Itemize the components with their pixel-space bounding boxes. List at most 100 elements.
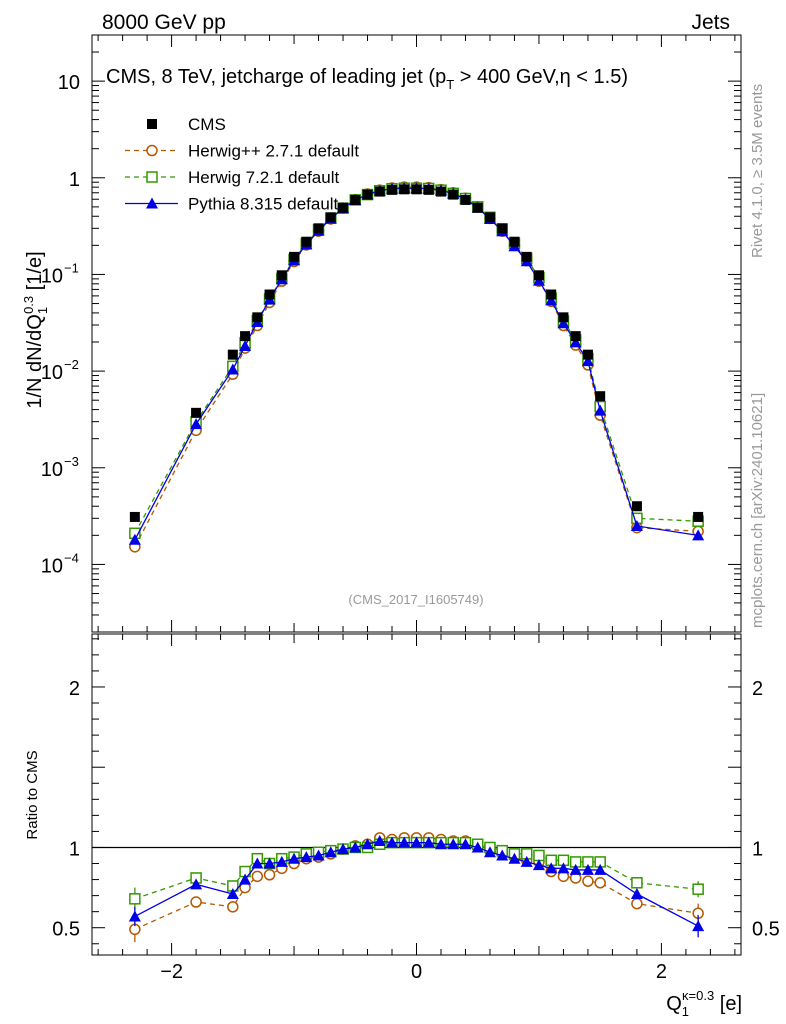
data-point (399, 184, 410, 195)
ratio-point (312, 849, 325, 861)
ratio-point (447, 838, 460, 850)
legend-label: CMS (188, 115, 226, 134)
data-point (129, 511, 140, 522)
main-y-axis-label: 1/N dN/dQ10.3 [1/e] (21, 251, 50, 408)
data-point (692, 529, 705, 541)
ratio-point (594, 863, 607, 875)
ratio-point (630, 888, 643, 900)
legend-label: Pythia 8.315 default (188, 195, 339, 214)
mcplots-reference-label: mcplots.cern.ch [arXiv:2401.10621] (749, 393, 766, 628)
data-point (411, 184, 422, 195)
y-tick-label: 10 (41, 459, 63, 481)
ratio-point (324, 846, 337, 858)
ratio-point (227, 901, 239, 913)
data-point (276, 270, 287, 281)
data-point (521, 251, 532, 262)
ratio-series-herwig7 (129, 836, 704, 911)
ratio-point (692, 920, 705, 932)
x-tick-label: −2 (160, 961, 183, 983)
data-point (693, 511, 704, 522)
ratio-y-tick-label-right: 0.5 (752, 919, 780, 941)
ratio-point (288, 852, 301, 864)
series-pythia (128, 182, 705, 545)
ratio-point (263, 869, 276, 881)
ratio-y-axis-label: Ratio to CMS (24, 750, 41, 839)
data-point (289, 251, 300, 262)
ratio-point (692, 883, 704, 895)
data-point (509, 236, 520, 247)
data-point (362, 189, 373, 200)
series-data (129, 184, 704, 522)
legend-entry-data: CMS (147, 115, 226, 134)
ratio-point (226, 888, 239, 900)
x-tick-label: 2 (656, 961, 667, 983)
data-point (191, 407, 202, 418)
series-line (134, 187, 699, 534)
data-point (227, 349, 238, 360)
legend-entry-herwig7: Herwig 7.2.1 default (125, 168, 339, 187)
ratio-point (582, 875, 594, 887)
legend: CMS Herwig++ 2.7.1 default Herwig 7.2.1 de… (125, 115, 359, 214)
ratio-point (557, 862, 570, 874)
y-tick-label-exponent: −1 (64, 260, 79, 275)
data-point (484, 212, 495, 223)
data-point (423, 184, 434, 195)
ratio-point (422, 836, 435, 848)
x-axis-label: Q1κ=0.3 [e] (666, 988, 742, 1019)
ratio-point (410, 836, 423, 848)
ratio-point (386, 836, 399, 848)
ratio-point (239, 873, 252, 885)
x-tick-label: 0 (411, 961, 422, 983)
y-tick-label-exponent: −4 (64, 550, 79, 565)
ratio-point (349, 841, 362, 853)
ratio-point (373, 835, 386, 847)
ratio-point (631, 897, 643, 910)
data-point (631, 501, 642, 512)
ratio-point (251, 870, 264, 883)
ratio-point (251, 857, 264, 869)
legend-label: Herwig 7.2.1 default (188, 168, 339, 187)
category-label: Jets (691, 11, 730, 34)
ratio-y-tick-label-left: 2 (69, 678, 80, 700)
ratio-point (483, 846, 496, 858)
ratio-series-line (134, 840, 699, 927)
data-point (557, 317, 570, 329)
data-point (595, 391, 606, 402)
data-point (582, 349, 593, 360)
data-point (545, 294, 558, 306)
legend-marker (146, 144, 158, 157)
ratio-series-herwigpp (129, 832, 704, 943)
plot-frame (91, 633, 742, 956)
ratio-y-tick-label-left: 0.5 (52, 919, 80, 941)
ratio-point (398, 836, 411, 848)
ratio-point (337, 843, 350, 855)
legend-entry-pythia: Pythia 8.315 default (125, 195, 339, 214)
ratio-point (361, 838, 374, 850)
legend-marker (146, 197, 158, 209)
ratio-point (631, 877, 643, 889)
ratio-point (496, 849, 509, 861)
data-point (472, 202, 483, 213)
series-line (134, 186, 699, 548)
ratio-point (545, 862, 558, 874)
data-point (240, 331, 251, 342)
energy-label: 8000 GeV pp (102, 11, 226, 34)
y-tick-label-exponent: −3 (64, 454, 79, 469)
y-tick-label-exponent: −2 (64, 357, 79, 372)
data-point (190, 418, 203, 430)
ratio-point (569, 863, 582, 875)
ratio-point (533, 849, 545, 862)
ratio-panel: 0.5 0.5 1 1 2 2 −2 0 2 (52, 633, 780, 983)
data-point (325, 212, 336, 223)
y-tick-label: 10 (41, 265, 63, 287)
data-point (558, 312, 569, 323)
legend-marker (147, 119, 157, 129)
data-point (569, 336, 582, 348)
ratio-y-tick-label-left: 1 (69, 838, 80, 860)
data-point (387, 184, 398, 195)
y-tick-label: 10 (41, 555, 63, 577)
ratio-point (434, 838, 447, 850)
ratio-point (594, 877, 606, 889)
